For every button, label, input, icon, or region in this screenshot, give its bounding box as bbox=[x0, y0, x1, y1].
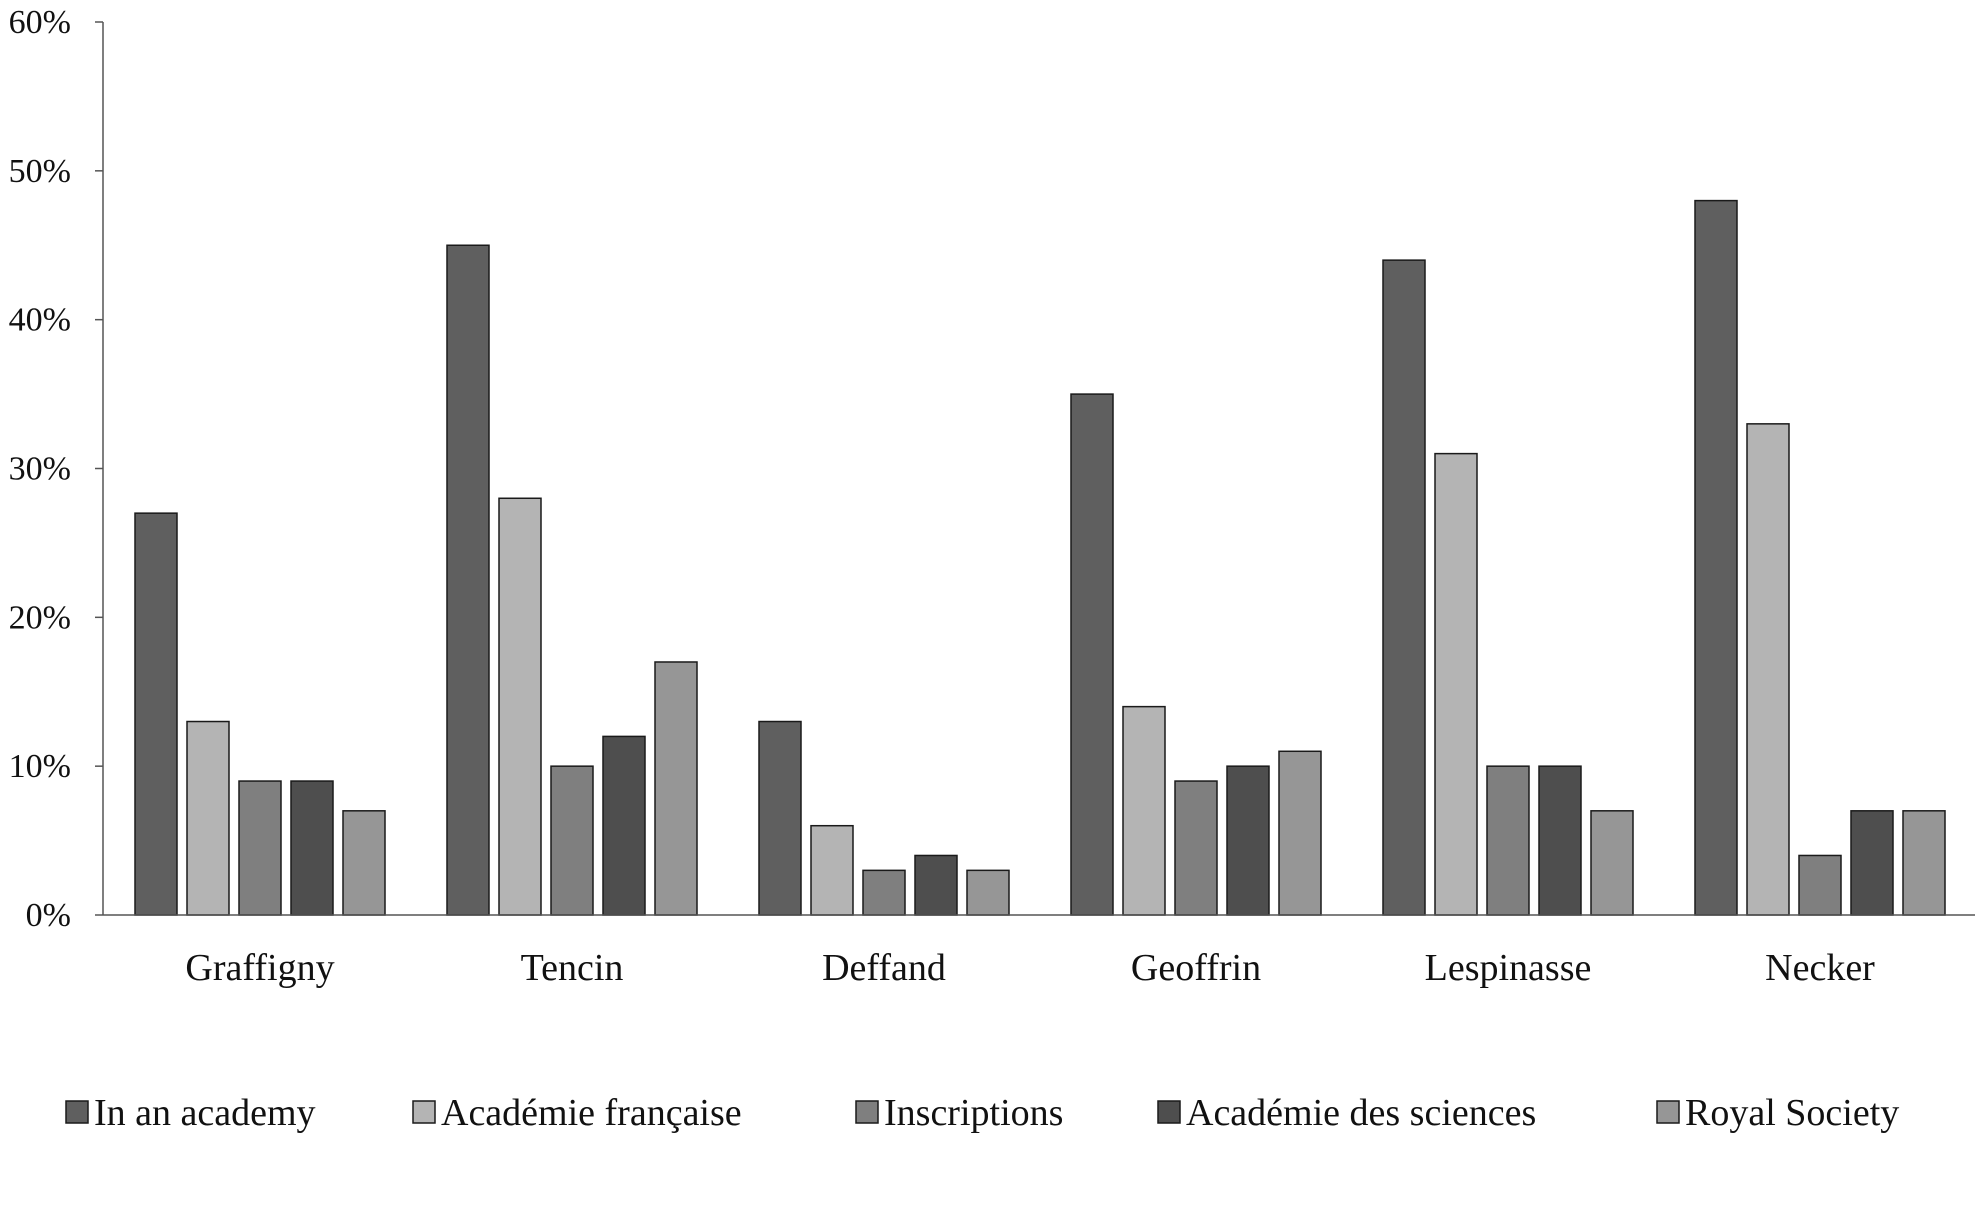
bar-geoffrin-series-4 bbox=[1226, 765, 1270, 916]
legend-label: Royal Society bbox=[1685, 1092, 1899, 1134]
bar-tencin-series-2 bbox=[498, 497, 542, 916]
legend-swatch bbox=[855, 1100, 879, 1124]
bar-lespinasse-series-1 bbox=[1382, 259, 1426, 916]
bar-tencin-series-1 bbox=[446, 244, 490, 916]
y-tick-label: 50% bbox=[9, 153, 71, 190]
y-tick-label: 10% bbox=[9, 748, 71, 785]
x-category-label: Tencin bbox=[521, 947, 624, 989]
bar-tencin-series-5 bbox=[654, 661, 698, 916]
bar-necker-series-4 bbox=[1850, 810, 1894, 916]
bar-graffigny-series-1 bbox=[134, 512, 178, 916]
legend-label: In an academy bbox=[94, 1092, 316, 1134]
bar-graffigny-series-2 bbox=[186, 720, 230, 916]
bar-tencin-series-4 bbox=[602, 735, 646, 916]
bar-necker-series-3 bbox=[1798, 854, 1842, 916]
legend-label: Inscriptions bbox=[884, 1092, 1063, 1134]
bar-deffand-series-4 bbox=[914, 854, 958, 916]
bar-deffand-series-5 bbox=[966, 869, 1010, 916]
x-category-label: Deffand bbox=[822, 947, 946, 989]
bar-lespinasse-series-3 bbox=[1486, 765, 1530, 916]
bar-geoffrin-series-1 bbox=[1070, 393, 1114, 916]
legend-swatch bbox=[1157, 1100, 1181, 1124]
bar-deffand-series-3 bbox=[862, 869, 906, 916]
bar-graffigny-series-4 bbox=[290, 780, 334, 916]
x-category-label: Geoffrin bbox=[1131, 947, 1261, 989]
bar-lespinasse-series-5 bbox=[1590, 810, 1634, 916]
bars-group bbox=[134, 199, 1946, 916]
bar-geoffrin-series-5 bbox=[1278, 750, 1322, 916]
legend-label: Académie des sciences bbox=[1186, 1092, 1536, 1134]
legend-label: Académie française bbox=[441, 1092, 742, 1134]
bar-lespinasse-series-4 bbox=[1538, 765, 1582, 916]
bar-geoffrin-series-3 bbox=[1174, 780, 1218, 916]
bar-necker-series-5 bbox=[1902, 810, 1946, 916]
legend-swatch bbox=[412, 1100, 436, 1124]
y-tick-label: 20% bbox=[9, 599, 71, 636]
y-axis-ticks: 0% 10% 20% 30% 40% 50% 60% bbox=[9, 4, 103, 934]
x-axis-category-labels: Graffigny Tencin Deffand Geoffrin Lespinasse… bbox=[185, 947, 1875, 989]
bar-deffand-series-2 bbox=[810, 824, 854, 916]
bar-necker-series-2 bbox=[1746, 423, 1790, 916]
x-category-label: Graffigny bbox=[185, 947, 334, 989]
bar-deffand-series-1 bbox=[758, 720, 802, 916]
x-category-label: Lespinasse bbox=[1425, 947, 1592, 989]
bar-geoffrin-series-2 bbox=[1122, 705, 1166, 916]
legend-swatch bbox=[1656, 1100, 1680, 1124]
y-tick-label: 60% bbox=[9, 4, 71, 41]
bar-lespinasse-series-2 bbox=[1434, 452, 1478, 916]
bar-tencin-series-3 bbox=[550, 765, 594, 916]
legend-swatch bbox=[65, 1100, 89, 1124]
y-tick-label: 40% bbox=[9, 302, 71, 339]
bar-graffigny-series-5 bbox=[342, 810, 386, 916]
y-tick-label: 0% bbox=[26, 897, 71, 934]
y-tick-label: 30% bbox=[9, 451, 71, 488]
legend: In an academy Académie française Inscripti… bbox=[65, 1092, 1899, 1134]
bar-graffigny-series-3 bbox=[238, 780, 282, 916]
x-category-label: Necker bbox=[1765, 947, 1875, 989]
bar-necker-series-1 bbox=[1694, 199, 1738, 916]
